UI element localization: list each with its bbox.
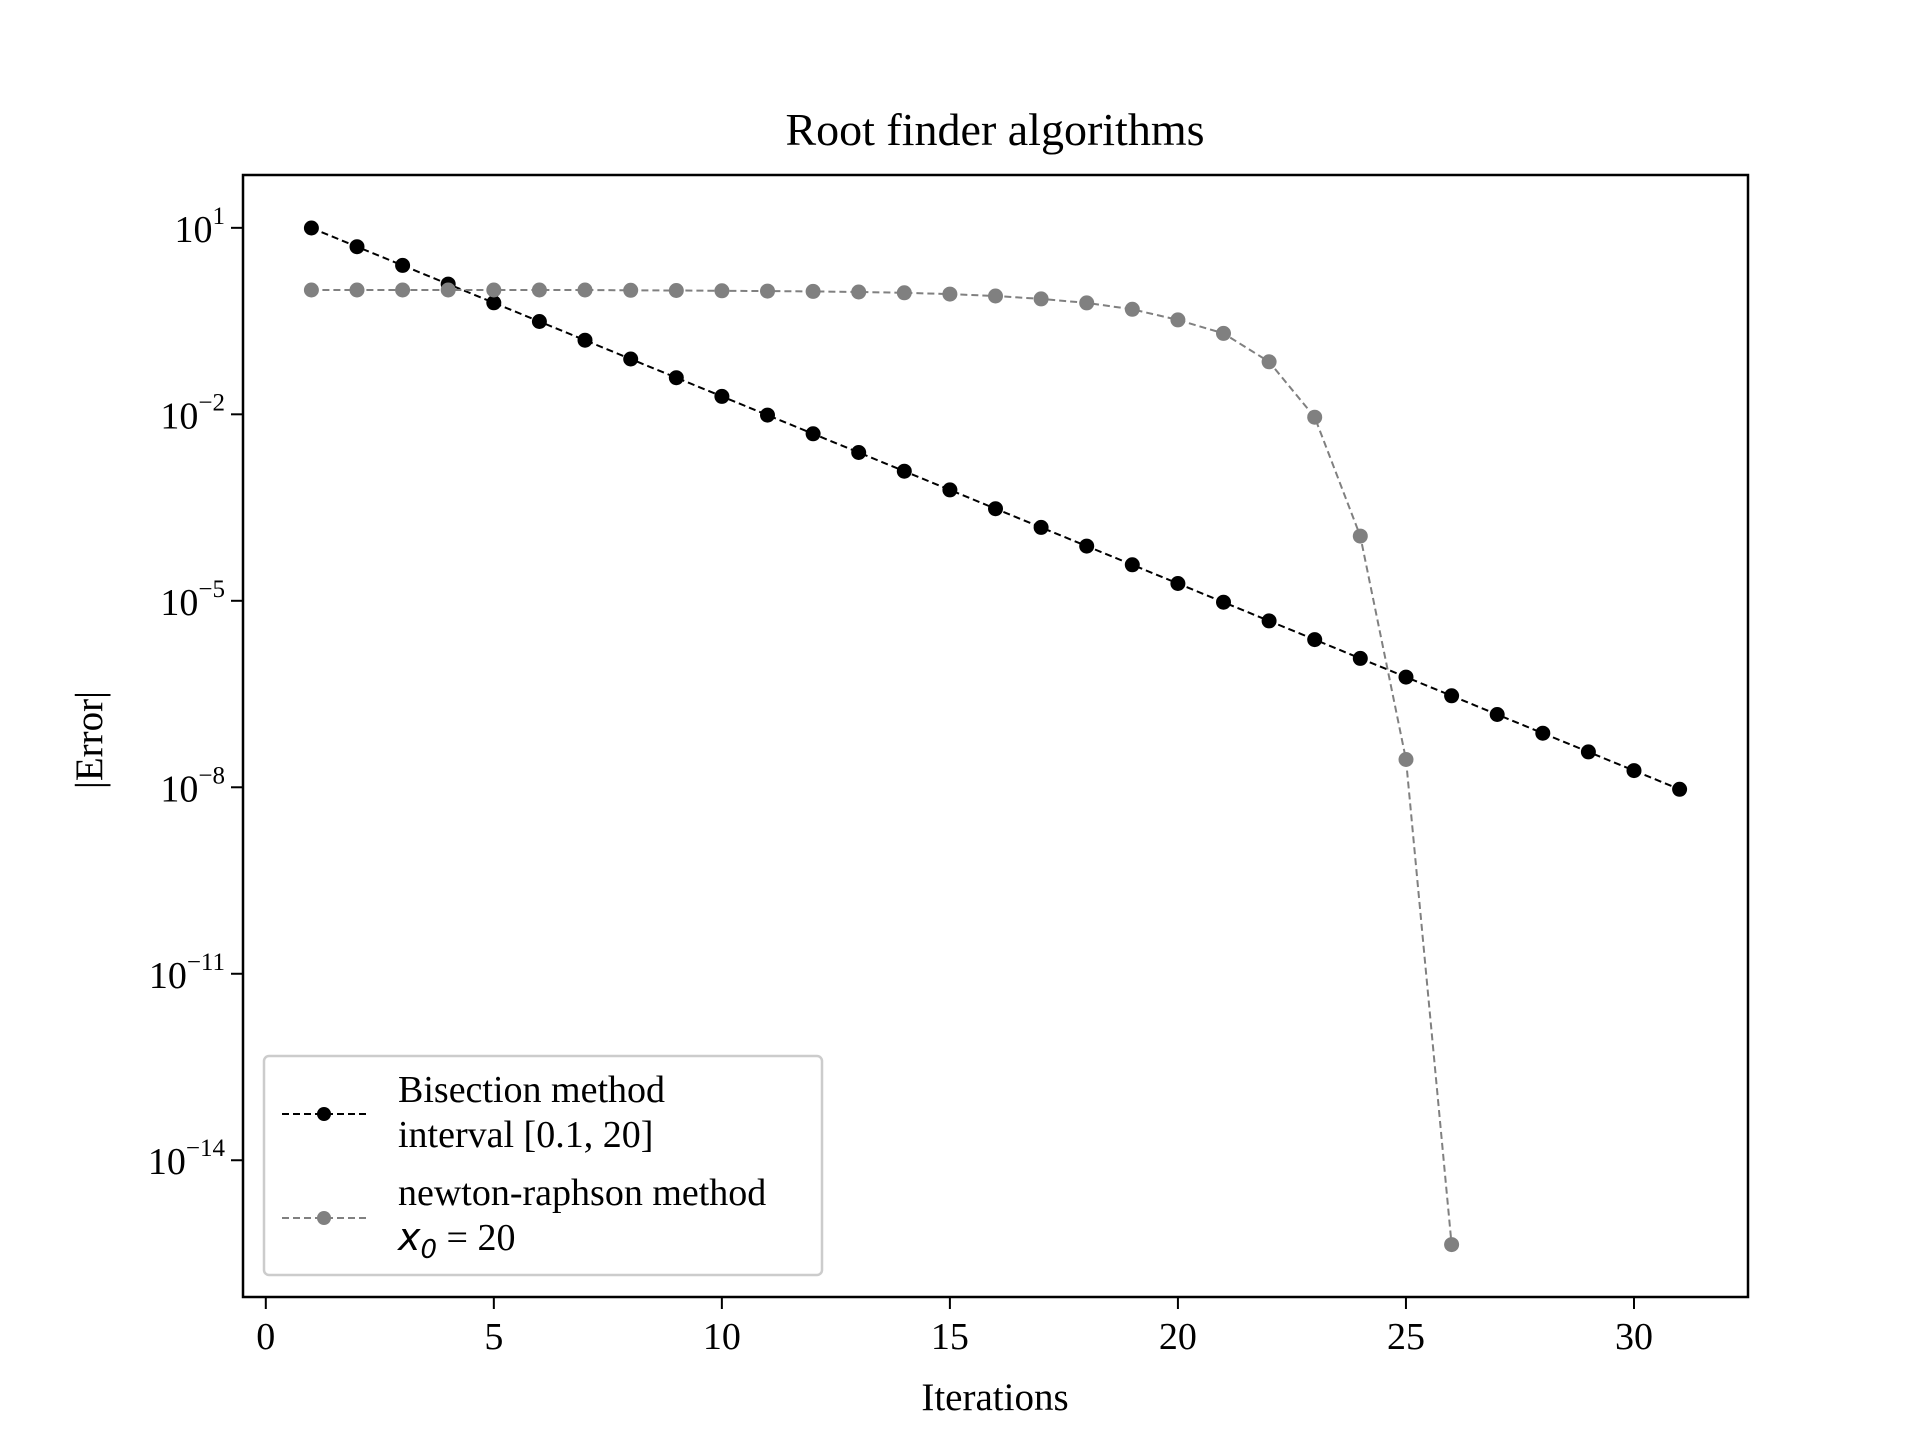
data-point [395,282,411,298]
data-point [760,407,775,423]
data-point [942,286,958,302]
legend-math-subscript: 0 [421,1235,438,1265]
legend: Bisection method interval [0.1, 20] newt… [262,1054,824,1277]
legend-label-newton-line2: x0 = 20 [397,1215,515,1265]
data-point [1261,354,1277,370]
y-axis-ticks: 101 10−2 10−5 10−8 10−11 10−14 [148,203,243,1183]
data-point [1216,325,1231,341]
data-point [896,463,912,479]
data-point [1352,650,1368,666]
data-point [1033,519,1049,535]
x-axis-ticks: 0 5 10 15 20 25 30 [256,1297,1653,1358]
data-point [1307,632,1323,648]
data-point [668,283,684,298]
series-line-1 [311,289,1453,1245]
data-point [440,282,456,298]
data-point [1079,295,1095,311]
legend-math-rest: = 20 [437,1217,515,1259]
data-point [1444,1237,1460,1253]
chart-title: Root finder algorithms [785,104,1204,155]
y-tick-label: 10−8 [160,762,225,810]
y-tick-label: 10−5 [160,576,225,624]
data-point [303,220,319,236]
legend-math-variable: x [397,1215,421,1259]
data-point [760,283,775,299]
legend-marker-newton [317,1211,331,1225]
data-point [349,239,365,255]
data-point [1580,744,1596,760]
x-axis-label: Iterations [921,1376,1068,1419]
data-point [577,282,593,298]
x-tick-label: 5 [484,1316,503,1358]
data-point [988,501,1003,517]
plot-frame [241,173,1750,1299]
data-point [577,332,593,348]
data-point [1398,752,1414,767]
data-point [531,314,547,329]
data-point [1307,409,1323,425]
data-point [349,282,365,298]
data-point [1033,291,1049,307]
plot-area [303,220,1688,1253]
x-tick-label: 30 [1615,1316,1653,1358]
y-tick-label: 10−2 [160,389,225,437]
data-point [851,284,867,300]
data-point [1261,613,1277,629]
y-tick-label: 10−14 [148,1135,226,1183]
data-point [486,295,502,311]
data-point [805,283,821,299]
data-point [1489,707,1505,722]
y-tick-label: 101 [175,203,226,251]
data-point [1170,312,1186,328]
data-point [714,283,730,299]
data-point [1124,301,1140,317]
data-point [1444,688,1460,704]
legend-marker-bisection [317,1107,331,1121]
data-point [896,285,912,301]
data-point [1079,538,1095,554]
data-point [1626,763,1642,779]
data-point [1216,594,1231,610]
legend-label-bisection-line2: interval [0.1, 20] [398,1114,653,1156]
x-tick-label: 0 [256,1316,275,1358]
data-point [303,282,319,298]
data-point [1398,669,1414,685]
data-point [531,282,547,298]
y-axis-label: |Error| [68,691,111,789]
data-point [668,370,684,386]
x-tick-label: 10 [703,1316,741,1358]
legend-label-newton-line1: newton-raphson method [398,1172,766,1214]
data-point [988,288,1003,304]
data-point [1124,557,1140,573]
legend-box [262,1054,824,1277]
data-point [1352,528,1368,544]
data-point [623,282,639,298]
data-point [395,257,411,273]
x-tick-label: 20 [1159,1316,1197,1358]
data-point [805,426,821,442]
data-point [1170,576,1186,591]
data-point [1672,781,1688,797]
data-point [486,282,502,298]
x-tick-label: 25 [1387,1316,1425,1358]
data-point [1535,725,1551,741]
data-point [714,388,730,404]
y-tick-label: 10−11 [149,949,225,997]
x-tick-label: 15 [931,1316,969,1358]
data-point [851,445,867,460]
data-point [942,482,958,498]
data-point [623,351,639,367]
legend-label-bisection-line1: Bisection method [398,1069,665,1111]
